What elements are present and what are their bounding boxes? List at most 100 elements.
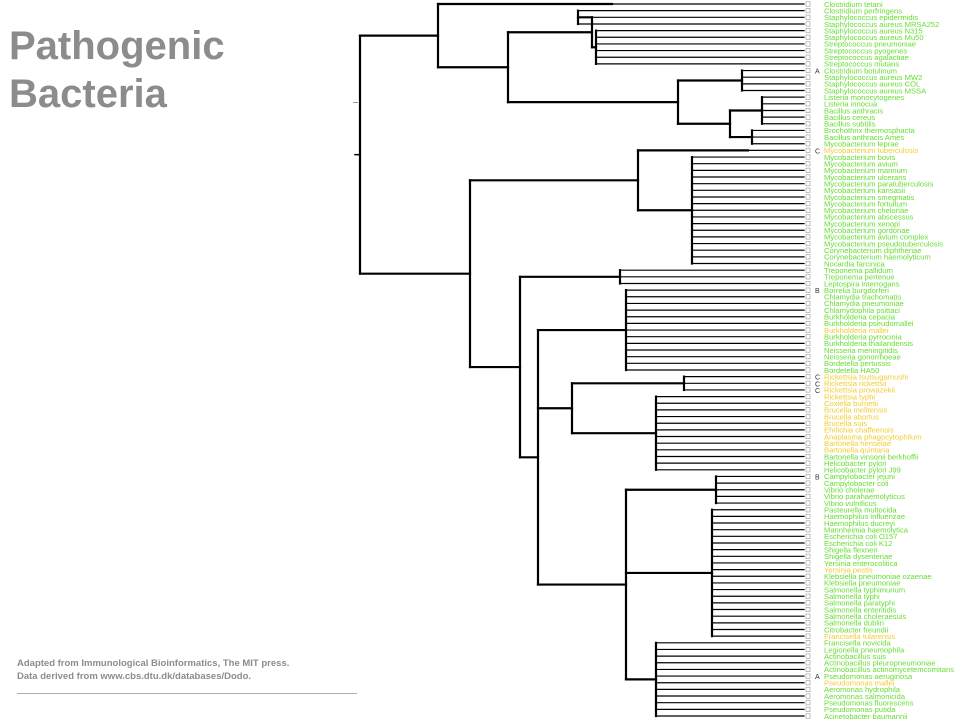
leaf-label: Pasteurella multocida	[824, 506, 897, 515]
leaf-marker-box	[805, 440, 811, 446]
leaf-marker-box	[805, 94, 811, 100]
leaf-label: Nocardia farcinica	[824, 259, 886, 268]
leaf-label: Corynebacterium haemolyticum	[824, 253, 931, 262]
leaf-marker-box	[805, 247, 811, 253]
leaf-marker-box	[805, 547, 811, 553]
leaf-marker-box	[805, 673, 811, 679]
leaf-label: Bacillus subtilis	[824, 120, 876, 129]
leaf-label: Mycobacterium paratuberculosis	[824, 179, 934, 188]
leaf-label: Bartonella vinsonii berkhoffii	[824, 452, 919, 461]
leaf-label: Chlamydia pneumoniae	[824, 299, 904, 308]
leaf-label: Aeromonas hydrophila	[824, 685, 901, 694]
leaf-marker-box	[805, 294, 811, 300]
leaf-marker-box	[805, 267, 811, 273]
leaf-label: Burkholderia pyrrocinia	[824, 333, 902, 342]
leaf-marker-box	[805, 487, 811, 493]
leaf-label: Leptospira interrogans	[824, 279, 900, 288]
leaf-label: Burkholderia cepacia	[824, 313, 896, 322]
leaf-marker-box	[805, 653, 811, 659]
leaf-label: Helicobacter pylori J99	[824, 466, 901, 475]
leaf-label: Burkholderia thailandensis	[824, 339, 913, 348]
leaf-label: Streptococcus pneumoniae	[824, 40, 916, 49]
leaf-label: Campylobacter coli	[824, 479, 889, 488]
leaf-label: Neisseria meningitidis	[824, 346, 898, 355]
leaf-marker-box	[805, 640, 811, 646]
leaf-label: Mycobacterium leprae	[824, 140, 899, 149]
leaf-label: Streptococcus agalactiae	[824, 53, 909, 62]
leaf-label: Yersinia enterocolitica	[824, 559, 898, 568]
leaf-marker-box	[805, 407, 811, 413]
leaf-marker-box	[805, 693, 811, 699]
leaf-marker-box	[805, 473, 811, 479]
leaf-marker-box	[805, 460, 811, 466]
leaf-label: Burkholderia mallei	[824, 326, 889, 335]
leaf-marker-box	[805, 533, 811, 539]
leaf-label: Treponema pertenue	[824, 273, 895, 282]
leaf-label: Neisseria gonorrhoeae	[824, 352, 901, 361]
leaf-marker-box	[805, 360, 811, 366]
leaf-marker-box	[805, 114, 811, 120]
leaf-marker-box	[805, 646, 811, 652]
leaf-marker-box	[805, 300, 811, 306]
leaf-label: Mycobacterium pseudotuberculosis	[824, 239, 943, 248]
leaf-marker-box	[805, 427, 811, 433]
leaf-marker-box	[805, 121, 811, 127]
leaf-marker-box	[805, 14, 811, 20]
title-line-1: Pathogenic	[9, 24, 225, 68]
leaf-marker-box	[805, 174, 811, 180]
leaf-label: Clostridium botulinum	[824, 66, 897, 75]
leaf-marker-box	[805, 686, 811, 692]
leaf-marker-box	[805, 600, 811, 606]
leaf-label: Mycobacterium marinum	[824, 166, 907, 175]
leaf-marker-box	[805, 607, 811, 613]
leaf-label: Bacillus anthracis	[824, 106, 883, 115]
leaf-marker-box	[805, 513, 811, 519]
leaf-label: Helicobacter pylori	[824, 459, 887, 468]
caption-line-1: Adapted from Immunological Bioinformatic…	[17, 658, 290, 669]
leaf-label: Acinetobacter baumannii	[824, 712, 908, 720]
leaf-marker-box	[805, 660, 811, 666]
leaf-class-letter: A	[815, 69, 820, 76]
leaf-label: Listeria monocytogenes	[824, 93, 904, 102]
leaf-label: Escherichia coli O157	[824, 532, 897, 541]
leaf-label: Haemophilus influenzae	[824, 512, 905, 521]
leaf-label: Francisella novicida	[824, 639, 891, 648]
leaf-marker-box	[805, 227, 811, 233]
leaf-marker-box	[805, 141, 811, 147]
leaf-marker-box	[805, 161, 811, 167]
leaf-label: Mycobacterium kansasii	[824, 186, 905, 195]
leaf-label: Haemophilus ducreyi	[824, 519, 895, 528]
leaf-marker-box	[805, 261, 811, 267]
leaf-label: Vibrio cholerae	[824, 486, 875, 495]
leaf-label: Campylobacter jejuni	[824, 472, 895, 481]
leaf-marker-box	[805, 34, 811, 40]
leaf-label: Brucella suis	[824, 419, 867, 428]
leaf-marker-box	[805, 700, 811, 706]
leaf-marker-box	[805, 134, 811, 140]
leaf-label: Rickettsia typhi	[824, 392, 875, 401]
leaf-label: Mycobacterium bovis	[824, 153, 896, 162]
leaf-class-letter: A	[815, 674, 820, 681]
leaf-marker-box	[805, 214, 811, 220]
leaf-label: Pseudomonas putida	[824, 705, 896, 714]
leaf-label: Mycobacterium fortuitum	[824, 199, 907, 208]
leaf-label: Brucella abortus	[824, 412, 879, 421]
leaf-marker-box	[805, 274, 811, 280]
leaf-marker-box	[805, 234, 811, 240]
leaf-marker-box	[805, 507, 811, 513]
leaf-marker-box	[805, 8, 811, 14]
leaf-label: Chlamydophila psittaci	[824, 306, 900, 315]
leaf-class-letter: C	[815, 148, 820, 155]
page-title: Pathogenic Bacteria	[9, 22, 309, 118]
leaf-label: Mycobacterium tuberculosis	[824, 146, 918, 155]
leaf-label: Bartonella quintana	[824, 446, 890, 455]
leaf-label: Bacillus cereus	[824, 113, 875, 122]
leaf-marker-box	[805, 81, 811, 87]
title-line-2: Bacteria	[9, 72, 167, 116]
leaf-marker-box	[805, 593, 811, 599]
leaf-label: Bartonella henselae	[824, 439, 891, 448]
leaf-label: Staphylococcus epidermidis	[824, 13, 918, 22]
leaf-marker-box	[805, 48, 811, 54]
leaf-marker-box	[805, 394, 811, 400]
